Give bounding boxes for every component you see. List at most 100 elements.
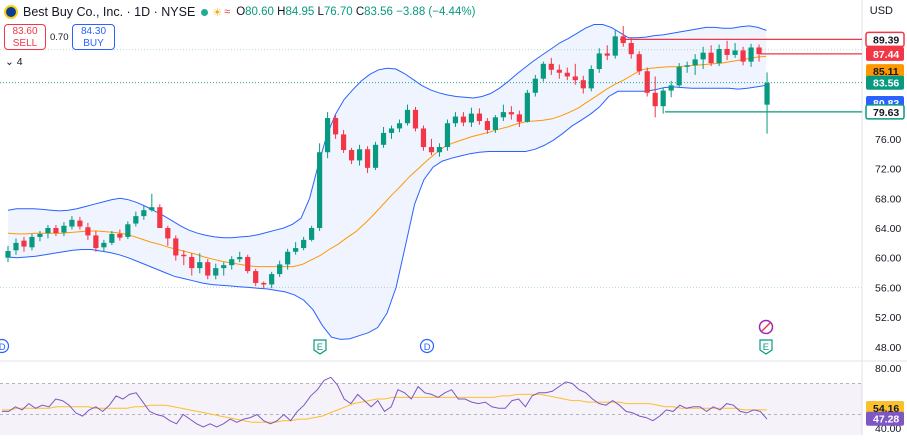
dividend-icon[interactable]: D (419, 338, 435, 354)
candle-body (668, 85, 674, 91)
open-label: O (236, 6, 246, 18)
candle-body (125, 224, 131, 237)
candle-body (356, 149, 363, 161)
symbol-title[interactable]: Best Buy Co., Inc. · 1D · NYSE (23, 5, 196, 19)
dividend-icon[interactable]: D (0, 338, 10, 354)
candle-body (213, 268, 219, 276)
candle-body (628, 43, 634, 55)
candle-body (524, 92, 530, 122)
high-value: 84.95 (285, 6, 315, 18)
chevron-down-icon: ⌄ (5, 56, 14, 68)
price-tick-label: 64.00 (875, 223, 901, 235)
high-label: H (277, 6, 286, 18)
candle-body (548, 63, 554, 70)
candle-body (325, 118, 331, 153)
candle-body (157, 207, 163, 228)
price-tick-label: 72.00 (875, 164, 901, 176)
close-value: 83.56 (364, 6, 393, 18)
candle-body (676, 66, 682, 86)
indicators-count: 4 (16, 56, 23, 68)
candle-body (77, 220, 83, 227)
candle-body (652, 92, 658, 107)
candle-body (269, 274, 275, 285)
candle-body (165, 228, 171, 239)
price-tag-label: 85.11 (873, 66, 899, 78)
buy-button[interactable]: 84.30 BUY (72, 24, 115, 50)
price-tag: 87.44 (866, 46, 904, 61)
price-tag-label: 83.56 (873, 78, 899, 90)
price-tag-label: 79.63 (873, 107, 899, 119)
open-value: 80.60 (245, 6, 274, 18)
bollinger-upper-line (7, 24, 767, 239)
candle-body (117, 233, 123, 238)
candle-body (476, 113, 483, 122)
candle-body (141, 210, 147, 217)
candle-body (109, 233, 115, 243)
indicators-toggle[interactable]: ⌄ 4 (5, 56, 23, 68)
candle-body (13, 242, 19, 251)
candle-body (420, 128, 427, 148)
candle-body (692, 59, 698, 66)
candle-body (245, 256, 251, 272)
rsi-tick-label: 80.00 (875, 363, 901, 375)
close-label: C (355, 6, 365, 18)
candle-body (756, 47, 762, 55)
candle-body (404, 109, 411, 124)
rsi-line (2, 376, 768, 428)
candle-body (173, 238, 179, 256)
candle-body (516, 114, 522, 122)
candle-body (572, 76, 578, 81)
event-glyph: E (763, 342, 769, 353)
candle-body (149, 207, 155, 211)
candle-body (604, 53, 610, 56)
candle-body (205, 262, 211, 276)
price-tag: 85.11 (866, 64, 904, 79)
low-value: 76.70 (323, 6, 353, 18)
price-tick-label: 76.00 (875, 134, 901, 146)
candle-body (332, 118, 339, 135)
candles (5, 25, 770, 289)
buy-label: BUY (83, 38, 104, 49)
candle-body (317, 152, 323, 228)
candle-body (301, 239, 307, 249)
event-glyph: D (424, 342, 431, 353)
candle-body (724, 48, 730, 55)
buy-price: 84.30 (80, 26, 107, 37)
candle-body (540, 63, 546, 79)
candle-body (372, 144, 379, 168)
candle-body (748, 47, 754, 62)
low-label: L (317, 6, 324, 18)
candle-body (732, 50, 738, 55)
split-icon[interactable] (758, 319, 774, 335)
price-tick-label: 60.00 (875, 253, 901, 265)
earnings-icon[interactable]: E (313, 339, 327, 355)
candle-body (428, 147, 435, 153)
candle-body (21, 240, 27, 247)
market-open-icon (201, 8, 209, 16)
candle-body (588, 69, 594, 89)
candle-body (133, 216, 139, 224)
candle-body (197, 262, 203, 269)
candle-body (716, 48, 722, 64)
currency-label[interactable]: USD (869, 5, 893, 17)
price-tag: 89.39 (865, 31, 905, 48)
earnings-icon[interactable]: E (759, 339, 773, 355)
candle-body (556, 69, 562, 73)
sell-label: SELL (12, 38, 38, 49)
candle-body (532, 78, 538, 93)
candle-body (436, 147, 443, 153)
price-tag-label: 87.44 (873, 49, 899, 61)
candle-body (740, 50, 746, 62)
sell-button[interactable]: 83.60 SELL (4, 24, 46, 50)
candle-body (45, 228, 51, 234)
candle-body (388, 128, 395, 133)
candle-body (285, 251, 291, 265)
candle-body (221, 265, 227, 269)
candle-body (189, 256, 195, 269)
rsi-ma-line (2, 393, 767, 423)
spread-value: 0.70 (50, 32, 69, 43)
candle-body (53, 228, 59, 234)
candle-body (29, 236, 35, 248)
